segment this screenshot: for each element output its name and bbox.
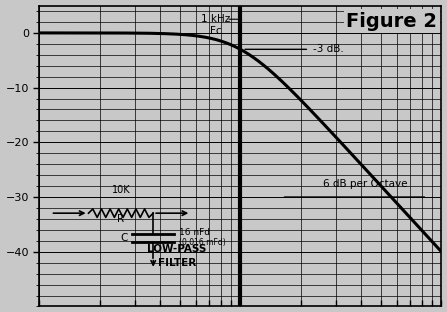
Text: -3 dB.: -3 dB. [313, 44, 344, 54]
Text: Figure 2: Figure 2 [346, 12, 438, 31]
Text: 6 dB per Octave: 6 dB per Octave [324, 179, 408, 189]
Text: Fc: Fc [210, 26, 221, 36]
Text: 1 kHz: 1 kHz [201, 14, 230, 24]
